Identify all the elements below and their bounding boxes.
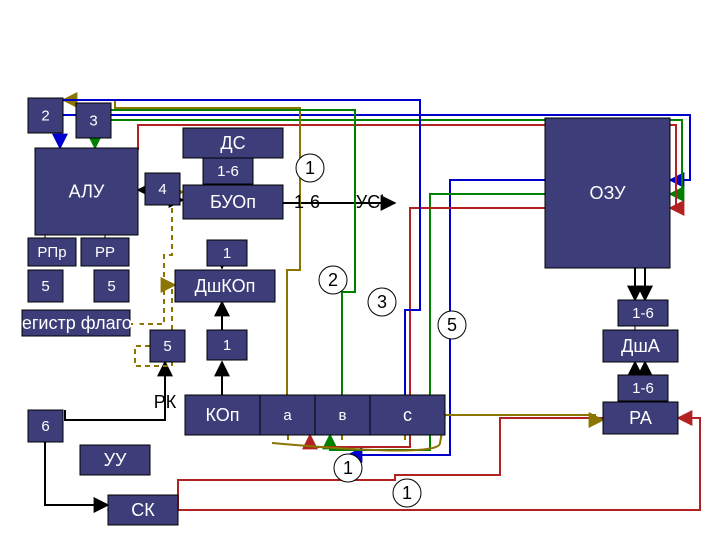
label-b2: 2 [41, 107, 49, 124]
label-b5l: 5 [41, 278, 49, 295]
circlbl-cb1: 1 [343, 458, 353, 478]
label-rk_a: а [283, 407, 292, 424]
freelbl-usi: УСi [356, 192, 384, 212]
label-sk: СК [131, 500, 155, 520]
label-ra: РА [629, 408, 652, 428]
label-r16r2: 1-6 [632, 380, 654, 397]
label-b1mid: 1 [223, 337, 231, 354]
label-rk_c: с [403, 405, 412, 425]
label-ds: ДС [220, 133, 245, 153]
freelbl-l16: 1-6 [294, 192, 320, 212]
label-r16r1: 1-6 [632, 305, 654, 322]
circlbl-c3: 3 [377, 292, 387, 312]
circlbl-c2: 2 [328, 270, 338, 290]
label-regflags: Регистр флагов [11, 313, 142, 333]
label-rk_kop: КОп [205, 405, 239, 425]
label-alu: АЛУ [69, 181, 105, 201]
label-ozu: ОЗУ [589, 183, 626, 203]
label-b5r: 5 [107, 278, 115, 295]
label-b6: 6 [41, 418, 49, 435]
label-b5mid: 5 [163, 338, 171, 355]
label-r16top: 1-6 [217, 163, 239, 180]
label-rpr: РПр [37, 244, 66, 261]
label-dsha: ДшА [621, 336, 660, 356]
label-rk_v: в [339, 407, 347, 424]
freelbl-rk: РК [154, 392, 177, 412]
label-b4: 4 [158, 181, 166, 198]
circlbl-cb2: 1 [402, 483, 412, 503]
label-b1top: 1 [223, 245, 231, 262]
label-dshkop: ДшКОп [195, 276, 256, 296]
label-buop: БУОп [210, 192, 256, 212]
label-b3: 3 [89, 112, 97, 129]
circlbl-c1: 1 [305, 158, 315, 178]
circlbl-c5: 5 [447, 315, 457, 335]
label-uu: УУ [104, 450, 127, 470]
label-rr: РР [95, 244, 115, 261]
